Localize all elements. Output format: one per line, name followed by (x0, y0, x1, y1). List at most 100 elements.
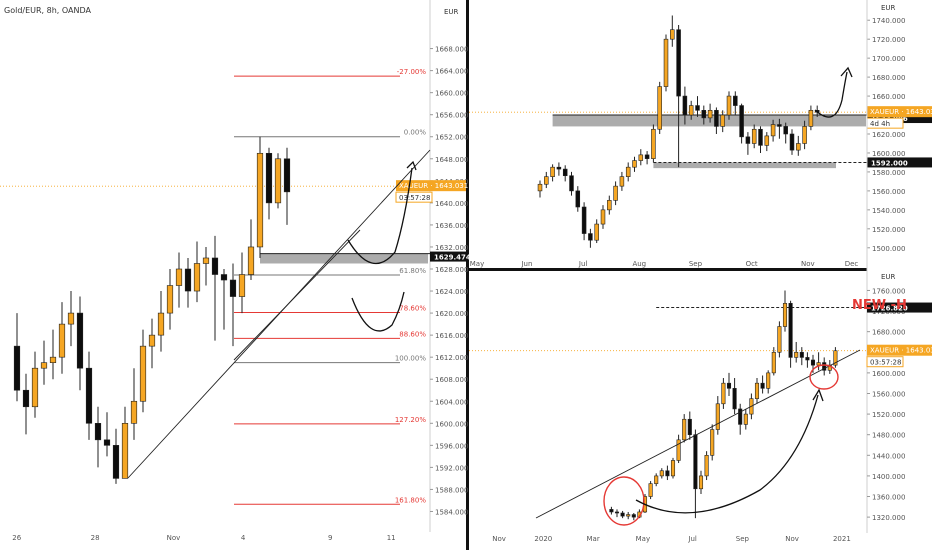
projection-arrowhead-1 (406, 160, 417, 171)
candle-down (783, 126, 788, 135)
y-tick-label: 1616.000 (435, 332, 468, 340)
y-tick-label: 1700.000 (872, 55, 905, 63)
candle-up (613, 185, 618, 201)
zone-price-tag (430, 251, 466, 262)
x-tick-label: May (636, 535, 650, 543)
candle-down (620, 512, 625, 517)
y-tick-label: 1500.000 (872, 245, 905, 253)
panel-separator-horizontal (466, 268, 932, 271)
y-tick-label: 1400.000 (872, 473, 905, 481)
fib-level-label: 78.60% (399, 305, 426, 313)
candle-down (184, 268, 192, 292)
x-tick-label: Sep (689, 260, 703, 268)
y-tick-label: 1624.000 (435, 288, 468, 296)
candle-down (733, 95, 738, 106)
fib-level-label: 127.20% (395, 416, 426, 424)
y-tick-label: 1680.000 (872, 74, 905, 82)
fib-level-label: 100.00% (395, 355, 426, 363)
chart-title: Gold/EUR, 8h, OANDA (4, 6, 92, 15)
y-tick-label: 1580.000 (872, 169, 905, 177)
candle-down (13, 345, 21, 391)
x-tick-label: Mar (586, 535, 599, 543)
candle-up (710, 429, 715, 456)
y-tick-label: 1628.000 (435, 266, 468, 274)
y-tick-label: 1600.000 (435, 420, 468, 428)
panel-separator-vertical (466, 0, 469, 550)
candle-down (805, 357, 810, 361)
candle-up (688, 105, 694, 116)
candle-up (40, 362, 48, 369)
candle-up (659, 470, 664, 477)
candle-down (682, 95, 688, 116)
candle-up (720, 114, 725, 127)
y-tick-label: 1648.000 (435, 156, 468, 164)
y-tick-label: 1740.000 (872, 17, 905, 25)
currency-label: EUR (444, 8, 459, 16)
candle-up (802, 126, 807, 144)
candle-up (49, 356, 57, 363)
price-tag-label: XAUEUR · 1643.031 (399, 182, 468, 190)
candle-up (193, 263, 201, 292)
x-tick-label: 2020 (534, 535, 552, 543)
fib-level-label: 161.80% (395, 496, 426, 504)
y-tick-label: 1612.000 (435, 354, 468, 362)
candle-down (575, 190, 581, 208)
y-tick-label: 1680.000 (872, 329, 905, 337)
candle-up (726, 95, 732, 116)
y-tick-label: 1584.000 (435, 508, 468, 516)
candle-up (796, 143, 801, 151)
candle-up (626, 514, 631, 517)
candle-down (788, 303, 793, 358)
candle-up (766, 372, 771, 389)
y-tick-label: 1600.000 (872, 150, 905, 158)
price-axis-left (430, 0, 466, 538)
candle-down (777, 124, 782, 127)
y-tick-label: 1632.000 (435, 244, 468, 252)
fib-level-label: 0.00% (404, 129, 427, 137)
candle-up (58, 323, 66, 358)
fib-level-label: -27.00% (397, 68, 427, 76)
fib-level-label: 88.60% (399, 330, 426, 338)
lower-support-zone (653, 162, 836, 169)
candle-down (562, 168, 568, 177)
y-tick-label: 1440.000 (872, 452, 905, 460)
y-tick-label: 1480.000 (872, 432, 905, 440)
candle-up (827, 364, 832, 371)
candle-up (782, 303, 788, 327)
candle-up (619, 176, 625, 187)
y-tick-label: 1588.000 (435, 486, 468, 494)
candle-up (698, 475, 704, 490)
candle-down (588, 233, 593, 241)
candle-up (31, 367, 39, 408)
candle-up (157, 312, 165, 336)
new-high-annotation: NEW -H (852, 298, 907, 313)
price-tag-sub-box (866, 356, 904, 368)
candle-up (139, 345, 147, 402)
x-tick-label: Jul (578, 260, 588, 268)
lower-zone-price-tag (867, 157, 932, 168)
candle-up (754, 382, 760, 399)
x-tick-label: Nov (785, 535, 799, 543)
candle-up (202, 257, 210, 264)
price-tag-box (396, 180, 466, 192)
y-tick-label: 1656.000 (435, 112, 468, 120)
trendline-left-inner (233, 229, 361, 361)
y-tick-label: 1636.000 (435, 222, 468, 230)
candle-up (247, 246, 255, 275)
y-tick-label: 1660.000 (872, 93, 905, 101)
candle-up (816, 362, 821, 366)
projection-curve-2 (351, 291, 405, 332)
candle-down (609, 509, 614, 513)
candle-up (544, 176, 549, 185)
candle-down (85, 367, 93, 424)
candle-down (631, 514, 636, 518)
y-tick-label: 1320.000 (872, 514, 905, 522)
candle-up (651, 128, 656, 159)
annotations (127, 66, 861, 526)
panel-top-right: 1740.000 1720.000 1700.000 1680.000 1660.000… (469, 0, 932, 272)
candle-up (607, 200, 612, 211)
projection-curve-1 (347, 167, 413, 265)
support-zone (552, 115, 866, 127)
price-tag-label: XAUEUR · 1643.031 (870, 108, 932, 116)
